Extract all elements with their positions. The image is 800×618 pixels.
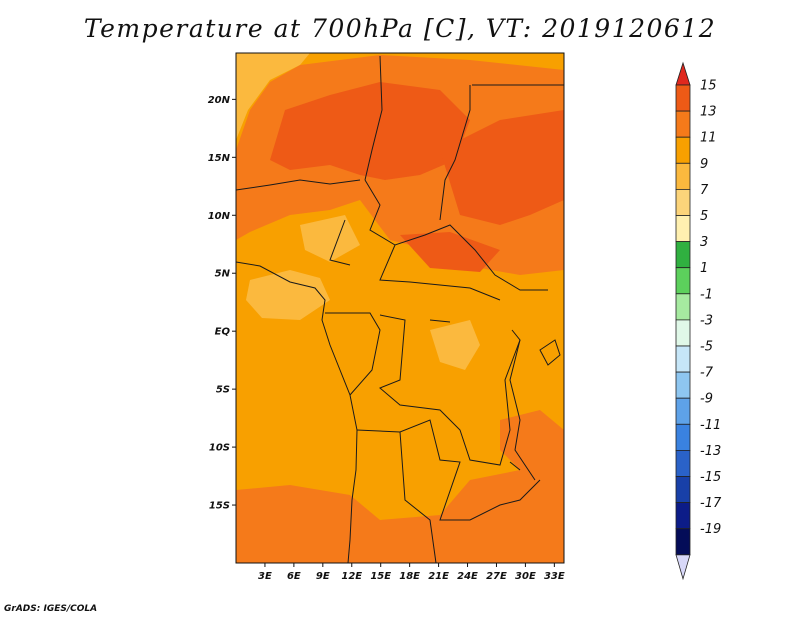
- colorbar-label: -11: [700, 418, 721, 433]
- colorbar: 15 13 11 9 7 5 3 1 -1 -3 -5 -7 -9 -11 -13 -15 -17 -19: [675, 61, 722, 581]
- latitude-axis: 20N 15N 10N 5N EQ 5S 10S 15S: [208, 95, 236, 512]
- field-13-to-15-car: [400, 232, 500, 272]
- lat-tick-label: 10S: [209, 443, 230, 454]
- field-7-to-9-coast: [246, 270, 330, 320]
- field-7-to-9-north: [236, 53, 310, 140]
- country-borders: [236, 55, 564, 563]
- longitude-axis: 3E 6E 9E 12E 15E 18E 21E 24E 27E 30E 33E: [258, 563, 565, 582]
- colorbar-bottom-arrow: [675, 554, 691, 581]
- lon-tick-label: 6E: [287, 571, 301, 582]
- colorbar-label: -1: [700, 287, 713, 302]
- colorbar-segment: [675, 319, 691, 347]
- great-lakes: [429, 319, 561, 481]
- colorbar-segment: [675, 110, 691, 138]
- colorbar-label: 5: [700, 209, 708, 224]
- colorbar-label: 9: [700, 157, 708, 172]
- field-13-to-15-chad-sudan: [440, 110, 564, 225]
- west-africa-coastline: [236, 261, 358, 563]
- chart-title: Temperature at 700hPa [C], VT: 201912061…: [83, 14, 717, 43]
- field-7-to-9-center: [300, 215, 360, 262]
- lat-tick-label: 20N: [208, 95, 231, 106]
- lon-tick-label: 15E: [370, 571, 391, 582]
- lat-tick-label: 10N: [208, 211, 231, 222]
- field-7-to-9-congo: [430, 320, 480, 370]
- lon-tick-label: 24E: [457, 571, 478, 582]
- grads-credit: GrADS: IGES/COLA: [4, 604, 98, 614]
- colorbar-segment: [675, 241, 691, 269]
- lon-tick-label: 12E: [341, 571, 362, 582]
- border-lines-congo: [325, 312, 521, 466]
- colorbar-segment: [675, 397, 691, 425]
- field-11-to-13-east: [500, 410, 564, 470]
- lat-tick-label: 15S: [209, 501, 230, 512]
- colorbar-segment: [675, 293, 691, 321]
- border-lines-central: [329, 179, 548, 301]
- lon-tick-label: 3E: [258, 571, 272, 582]
- colorbar-label: 1: [700, 261, 708, 276]
- colorbar-label: -5: [700, 340, 713, 355]
- border-lines-north: [236, 55, 564, 221]
- colorbar-top-arrow: [675, 61, 691, 86]
- colorbar-segment: [675, 371, 691, 399]
- colorbar-label: -7: [700, 366, 714, 381]
- colorbar-label: 11: [700, 131, 717, 146]
- field-11-to-13-south: [236, 460, 564, 563]
- lat-tick-label: EQ: [215, 327, 231, 338]
- colorbar-segment: [675, 528, 691, 556]
- colorbar-segment: [675, 449, 691, 477]
- colorbar-label: -17: [700, 496, 722, 511]
- map-frame: [235, 52, 565, 564]
- lon-tick-label: 21E: [428, 571, 449, 582]
- colorbar-label: 13: [700, 105, 717, 120]
- lon-tick-label: 27E: [486, 571, 507, 582]
- colorbar-label: 15: [700, 79, 717, 94]
- temperature-field: [236, 53, 564, 563]
- colorbar-label: -15: [700, 470, 721, 485]
- colorbar-label: -3: [700, 313, 713, 328]
- colorbar-segment: [675, 423, 691, 451]
- colorbar-label: -9: [700, 392, 713, 407]
- colorbar-segment: [675, 162, 691, 190]
- border-lines-south: [356, 419, 541, 563]
- colorbar-segment: [675, 345, 691, 373]
- lat-tick-label: 5N: [215, 269, 231, 280]
- colorbar-label: -13: [700, 444, 721, 459]
- lon-tick-label: 30E: [515, 571, 536, 582]
- colorbar-label: 3: [700, 235, 708, 250]
- colorbar-label: 7: [700, 183, 709, 198]
- lon-tick-label: 9E: [316, 571, 330, 582]
- colorbar-segment: [675, 215, 691, 243]
- colorbar-segment: [675, 188, 691, 216]
- colorbar-label: -19: [700, 522, 721, 537]
- lat-tick-label: 5S: [216, 385, 230, 396]
- colorbar-segment: [675, 136, 691, 164]
- lon-tick-label: 33E: [544, 571, 565, 582]
- colorbar-segment: [675, 267, 691, 295]
- colorbar-segment: [675, 502, 691, 530]
- field-13-to-15-niger: [270, 82, 470, 180]
- lon-tick-label: 18E: [399, 571, 420, 582]
- colorbar-segment: [675, 476, 691, 504]
- colorbar-segment: [675, 84, 691, 112]
- lat-tick-label: 15N: [208, 153, 231, 164]
